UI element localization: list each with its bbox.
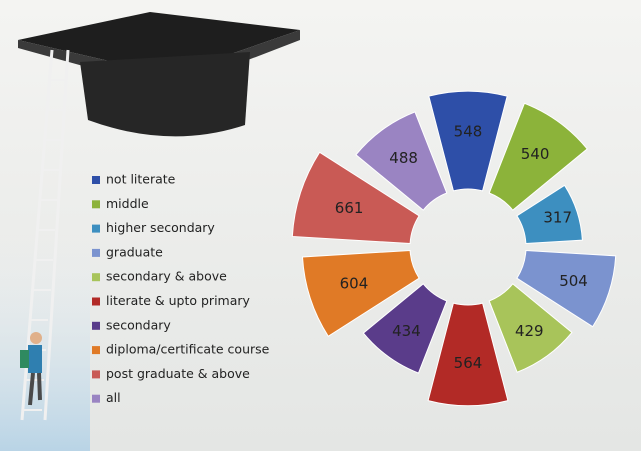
legend-label: post graduate & above — [106, 366, 250, 381]
wedge — [516, 249, 617, 328]
wedge — [516, 184, 583, 245]
legend-swatch — [92, 176, 100, 184]
legend-label: secondary — [106, 317, 171, 332]
plot: 548 540 317 504 429 564 434 604 661 488 — [291, 90, 617, 407]
legend-label: middle — [106, 196, 149, 211]
legend-label: all — [106, 390, 121, 405]
data-label: 504 — [559, 272, 588, 290]
data-label: 488 — [389, 149, 418, 167]
legend-label: literate & upto primary — [106, 293, 251, 308]
legend-swatch — [92, 200, 100, 209]
data-label: 548 — [454, 123, 483, 141]
data-label: 429 — [515, 322, 544, 340]
wedge — [291, 151, 420, 245]
data-label: 661 — [335, 199, 364, 217]
legend-label: higher secondary — [106, 220, 215, 235]
legend-swatch — [92, 394, 100, 403]
legend-swatch — [92, 346, 100, 355]
data-label: 604 — [340, 275, 369, 293]
legend-swatch — [92, 370, 100, 379]
data-label: 434 — [392, 322, 421, 340]
wedge — [488, 102, 588, 211]
wedge — [355, 111, 448, 211]
data-label: 564 — [454, 354, 483, 372]
wedge — [427, 302, 509, 407]
legend-swatch — [92, 273, 100, 282]
legend-swatch — [92, 297, 100, 306]
legend-label: diploma/certificate course — [106, 342, 270, 357]
graduation-cap — [18, 12, 300, 137]
legend-label: graduate — [106, 244, 163, 259]
legend-swatch — [92, 248, 100, 257]
legend-swatch — [92, 224, 100, 233]
legend-label: not literate — [106, 172, 176, 187]
climber — [20, 332, 42, 406]
wedge — [301, 249, 420, 337]
wedge — [362, 283, 448, 374]
legend: not literate middle higher secondary gradua… — [92, 172, 270, 405]
ladder — [20, 49, 70, 421]
legend-label: secondary & above — [106, 269, 227, 284]
data-label: 540 — [521, 145, 550, 163]
data-label: 317 — [543, 208, 572, 226]
legend-swatch — [92, 321, 100, 330]
wedge — [488, 283, 573, 373]
wedge — [428, 90, 508, 192]
